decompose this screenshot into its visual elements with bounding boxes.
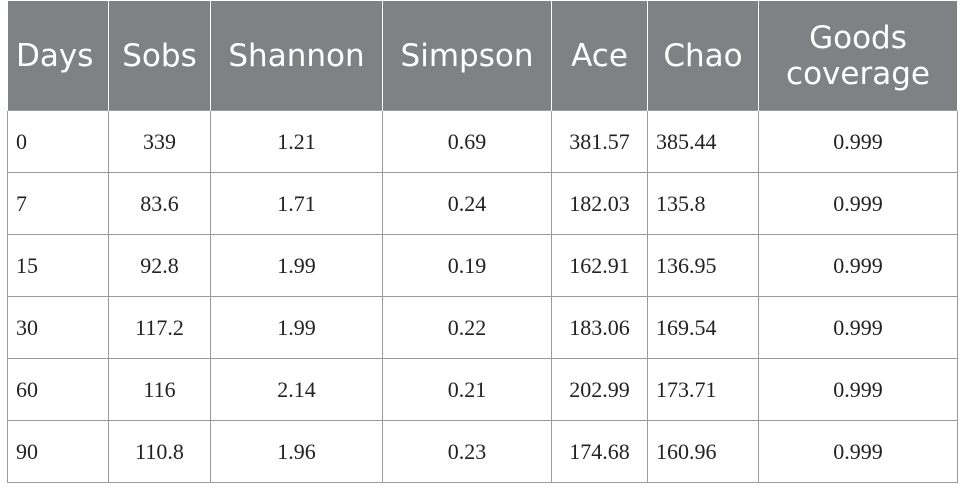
table-row: 60 116 2.14 0.21 202.99 173.71 0.999 — [7, 358, 958, 421]
table-cell: 173.71 — [647, 358, 759, 421]
table-cell: 162.91 — [551, 234, 648, 297]
table-cell: 385.44 — [647, 110, 759, 173]
table-cell: 183.06 — [551, 296, 648, 359]
table-cell: 160.96 — [647, 420, 759, 483]
table-cell: 0.999 — [758, 420, 958, 483]
table-cell: 0.999 — [758, 234, 958, 297]
table-cell: 0.22 — [382, 296, 552, 359]
table-cell: 0.999 — [758, 110, 958, 173]
table-row: 30 117.2 1.99 0.22 183.06 169.54 0.999 — [7, 296, 958, 359]
table-cell: 1.21 — [210, 110, 383, 173]
table-cell: 0.69 — [382, 110, 552, 173]
table-row: 90 110.8 1.96 0.23 174.68 160.96 0.999 — [7, 420, 958, 483]
table-cell: 90 — [7, 420, 109, 483]
table-cell: 1.71 — [210, 172, 383, 235]
table-cell: 0.999 — [758, 296, 958, 359]
table-cell: 15 — [7, 234, 109, 297]
header-cell: Chao — [647, 0, 759, 111]
table-row: 0 339 1.21 0.69 381.57 385.44 0.999 — [7, 110, 958, 173]
header-cell: Days — [7, 0, 109, 111]
table-cell: 202.99 — [551, 358, 648, 421]
table-cell: 0.23 — [382, 420, 552, 483]
table-cell: 92.8 — [108, 234, 211, 297]
header-cell: Ace — [551, 0, 648, 111]
table-cell: 0.24 — [382, 172, 552, 235]
table-cell: 182.03 — [551, 172, 648, 235]
table-cell: 135.8 — [647, 172, 759, 235]
table-cell: 0.999 — [758, 172, 958, 235]
table-cell: 339 — [108, 110, 211, 173]
table-cell: 60 — [7, 358, 109, 421]
table-cell: 83.6 — [108, 172, 211, 235]
data-table: Days Sobs Shannon Simpson Ace Chao Goods cover… — [7, 0, 958, 483]
table-body: 0 339 1.21 0.69 381.57 385.44 0.999 7 83.6 1.71 0.… — [7, 110, 958, 483]
table-cell: 30 — [7, 296, 109, 359]
table-cell: 136.95 — [647, 234, 759, 297]
header-cell: Sobs — [108, 0, 211, 111]
table-cell: 1.99 — [210, 234, 383, 297]
table-cell: 169.54 — [647, 296, 759, 359]
table-cell: 174.68 — [551, 420, 648, 483]
table-cell: 2.14 — [210, 358, 383, 421]
table-cell: 381.57 — [551, 110, 648, 173]
table-cell: 0 — [7, 110, 109, 173]
table-cell: 116 — [108, 358, 211, 421]
table-cell: 1.96 — [210, 420, 383, 483]
table-cell: 7 — [7, 172, 109, 235]
table-cell: 0.999 — [758, 358, 958, 421]
table-cell: 117.2 — [108, 296, 211, 359]
table-cell: 0.19 — [382, 234, 552, 297]
header-cell: Simpson — [382, 0, 552, 111]
table-cell: 0.21 — [382, 358, 552, 421]
header-cell: Goods coverage — [758, 0, 958, 111]
table-cell: 1.99 — [210, 296, 383, 359]
table-cell: 110.8 — [108, 420, 211, 483]
table-row: 7 83.6 1.71 0.24 182.03 135.8 0.999 — [7, 172, 958, 235]
header-cell: Shannon — [210, 0, 383, 111]
header-row: Days Sobs Shannon Simpson Ace Chao Goods cover… — [7, 0, 958, 111]
table-row: 15 92.8 1.99 0.19 162.91 136.95 0.999 — [7, 234, 958, 297]
